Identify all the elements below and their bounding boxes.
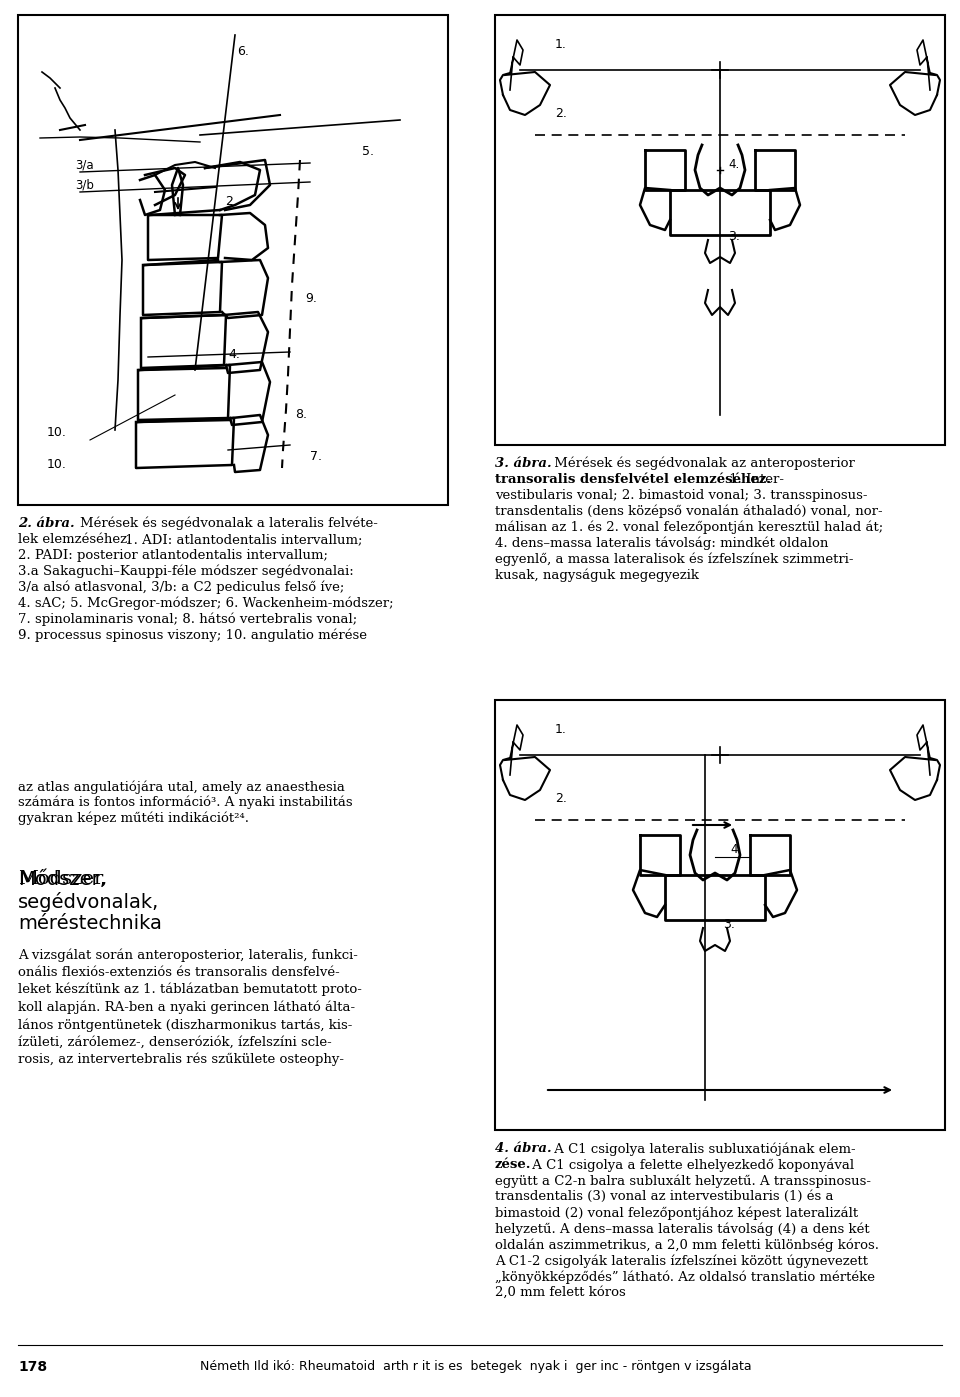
Text: 8.: 8. <box>295 408 307 420</box>
Text: Mérések és segédvonalak a lateralis felvéte-: Mérések és segédvonalak a lateralis felv… <box>80 517 378 531</box>
Text: 4.: 4. <box>228 348 240 360</box>
Text: 6.: 6. <box>237 45 249 59</box>
Text: 4.: 4. <box>728 158 739 170</box>
Text: segédvonalak,: segédvonalak, <box>18 893 159 912</box>
Text: „könyökképződés” látható. Az oldalsó translatio mértéke: „könyökképződés” látható. Az oldalsó tra… <box>495 1270 875 1284</box>
Text: 3.: 3. <box>723 918 734 930</box>
Text: együtt a C2-n balra subluxált helyzetű. A transspinosus-: együtt a C2-n balra subluxált helyzetű. … <box>495 1173 871 1187</box>
Text: egyenlő, a massa lateralisok és ízfelszínek szimmetri-: egyenlő, a massa lateralisok és ízfelszí… <box>495 553 853 567</box>
Text: zése.: zése. <box>495 1158 532 1171</box>
Text: 4.: 4. <box>730 842 741 856</box>
Text: 4. sAC; 5. McGregor-módszer; 6. Wackenheim-módszer;: 4. sAC; 5. McGregor-módszer; 6. Wackenhe… <box>18 597 394 610</box>
Text: 3/a: 3/a <box>75 158 94 170</box>
Text: A C1 csigolya lateralis subluxatiójának elem-: A C1 csigolya lateralis subluxatiójának … <box>550 1141 855 1155</box>
Text: 3/a alsó atlasvonal, 3/b: a C2 pediculus felső íve;: 3/a alsó atlasvonal, 3/b: a C2 pediculus… <box>18 581 345 595</box>
Text: 1.: 1. <box>555 38 566 52</box>
Text: méréstechnika: méréstechnika <box>18 914 162 933</box>
Text: A vizsgálat során anteroposterior, lateralis, funkci-
onális flexiós-extenziós é: A vizsgálat során anteroposterior, later… <box>18 949 362 1066</box>
Text: 178: 178 <box>18 1361 47 1375</box>
Text: 2.: 2. <box>555 792 566 805</box>
Text: 5.: 5. <box>362 145 374 158</box>
Bar <box>495 700 945 1130</box>
Text: 9.: 9. <box>305 292 317 305</box>
Text: 10.: 10. <box>47 458 67 471</box>
Text: 4. ábra.: 4. ábra. <box>495 1141 552 1155</box>
Text: Módszer,: Módszer, <box>18 870 106 888</box>
Text: 3/b: 3/b <box>75 177 94 191</box>
Text: 3.a Sakaguchi–Kauppi-féle módszer segédvonalai:: 3.a Sakaguchi–Kauppi-féle módszer segédv… <box>18 564 353 578</box>
Text: vestibularis vonal; 2. bimastoid vonal; 3. transspinosus-: vestibularis vonal; 2. bimastoid vonal; … <box>495 489 868 502</box>
Text: 2,0 mm felett kóros: 2,0 mm felett kóros <box>495 1287 626 1299</box>
Bar <box>495 15 945 446</box>
Text: 1.: 1. <box>555 724 566 736</box>
Text: 1. Inter-: 1. Inter- <box>725 474 784 486</box>
Text: az atlas angulatiójára utal, amely az anaesthesia
számára is fontos információ³.: az atlas angulatiójára utal, amely az an… <box>18 780 352 824</box>
Text: Módszer,: Módszer, <box>18 870 108 888</box>
Text: helyzetű. A dens–massa lateralis távolság (4) a dens két: helyzetű. A dens–massa lateralis távolsá… <box>495 1222 870 1235</box>
Text: 7.: 7. <box>310 450 322 462</box>
Text: 3. ábra.: 3. ábra. <box>495 457 552 469</box>
Text: 2.: 2. <box>225 196 237 208</box>
Text: 1. ADI: atlantodentalis intervallum;: 1. ADI: atlantodentalis intervallum; <box>121 534 363 546</box>
Text: oldalán aszimmetrikus, a 2,0 mm feletti különbség kóros.: oldalán aszimmetrikus, a 2,0 mm feletti … <box>495 1238 879 1252</box>
Text: málisan az 1. és 2. vonal felezőpontján keresztül halad át;: málisan az 1. és 2. vonal felezőpontján … <box>495 521 883 535</box>
Text: bimastoid (2) vonal felezőpontjához képest lateralizált: bimastoid (2) vonal felezőpontjához képe… <box>495 1206 858 1220</box>
Text: kusak, nagyságuk megegyezik: kusak, nagyságuk megegyezik <box>495 569 699 583</box>
Text: 3.: 3. <box>728 231 740 243</box>
Text: lek elemzéséhez.: lek elemzéséhez. <box>18 534 132 546</box>
Text: 7. spinolaminaris vonal; 8. hátsó vertebralis vonal;: 7. spinolaminaris vonal; 8. hátsó verteb… <box>18 613 357 626</box>
Text: A C1-2 csigolyák lateralis ízfelszínei között úgynevezett: A C1-2 csigolyák lateralis ízfelszínei k… <box>495 1255 868 1267</box>
Text: A C1 csigolya a felette elhelyezkedő koponyával: A C1 csigolya a felette elhelyezkedő kop… <box>528 1158 854 1172</box>
Text: 4. dens–massa lateralis távolság: mindkét oldalon: 4. dens–massa lateralis távolság: mindké… <box>495 536 828 550</box>
Text: transoralis densfelvétel elemzéséhez.: transoralis densfelvétel elemzéséhez. <box>495 474 771 486</box>
Text: 2. ábra.: 2. ábra. <box>18 517 75 529</box>
Text: Németh Ild ikó: Rheumatoid  arth r it is es  betegek  nyak i  ger inc - röntgen : Németh Ild ikó: Rheumatoid arth r it is … <box>200 1361 752 1373</box>
Text: transdentalis (dens középső vonalán áthaladó) vonal, nor-: transdentalis (dens középső vonalán átha… <box>495 504 882 518</box>
Text: transdentalis (3) vonal az intervestibularis (1) és a: transdentalis (3) vonal az intervestibul… <box>495 1190 833 1203</box>
Text: 10.: 10. <box>47 426 67 439</box>
Text: 2.: 2. <box>555 108 566 120</box>
Text: 2. PADI: posterior atlantodentalis intervallum;: 2. PADI: posterior atlantodentalis inter… <box>18 549 328 562</box>
Bar <box>18 15 448 504</box>
Text: Mérések és segédvonalak az anteroposterior: Mérések és segédvonalak az anteroposteri… <box>550 457 854 471</box>
Text: 9. processus spinosus viszony; 10. angulatio mérése: 9. processus spinosus viszony; 10. angul… <box>18 629 367 643</box>
